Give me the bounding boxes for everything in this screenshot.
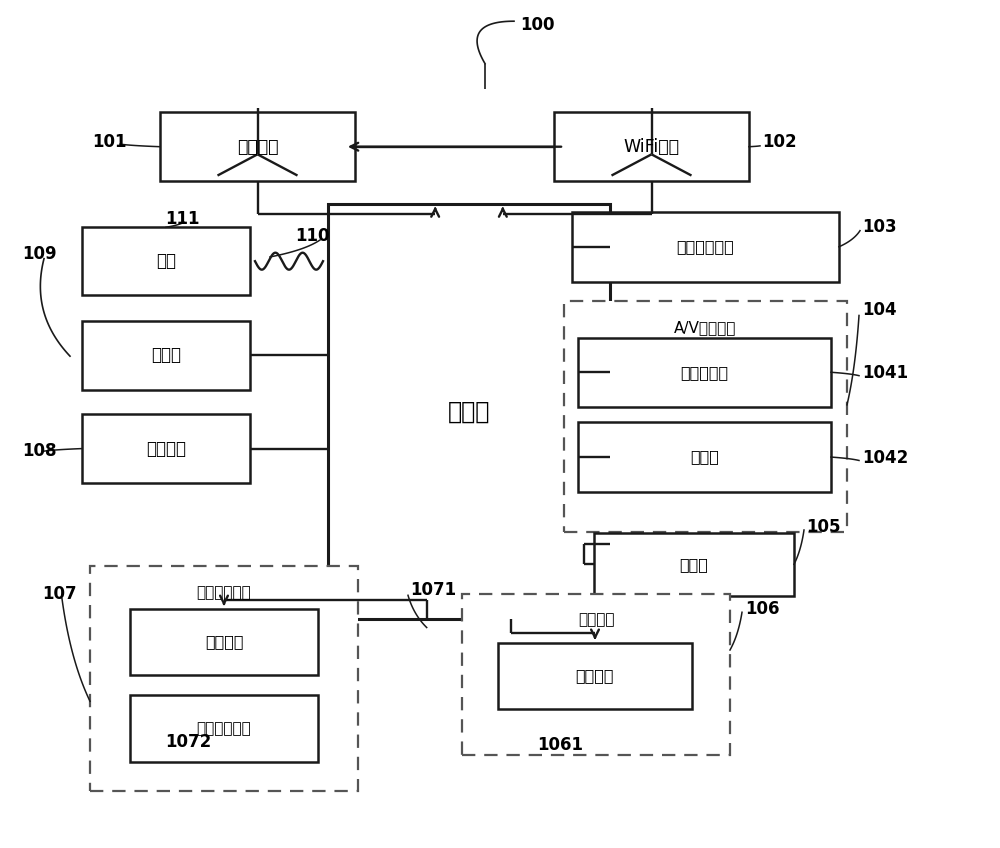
Bar — [498, 643, 692, 709]
Bar — [160, 112, 355, 181]
Text: 其他输入设备: 其他输入设备 — [197, 721, 251, 736]
Text: 音频输出单元: 音频输出单元 — [677, 239, 734, 254]
Text: 102: 102 — [762, 133, 797, 152]
Text: 用户输入单元: 用户输入单元 — [197, 585, 251, 600]
Text: 射频单元: 射频单元 — [237, 137, 278, 156]
Text: 触控面板: 触控面板 — [205, 634, 243, 650]
Bar — [328, 204, 610, 619]
Bar — [130, 695, 318, 762]
Bar — [594, 533, 794, 596]
Text: 108: 108 — [22, 442, 56, 460]
Text: 1072: 1072 — [165, 733, 211, 751]
Text: 100: 100 — [520, 16, 554, 35]
Text: 显示面板: 显示面板 — [576, 668, 614, 683]
Bar — [462, 594, 730, 755]
Text: 1042: 1042 — [862, 449, 908, 467]
Text: 101: 101 — [92, 133, 126, 152]
Text: 105: 105 — [806, 518, 840, 537]
Bar — [82, 321, 250, 390]
Text: 1041: 1041 — [862, 364, 908, 382]
Text: 显示单元: 显示单元 — [578, 612, 614, 628]
Bar — [82, 414, 250, 483]
Text: 1061: 1061 — [537, 735, 583, 754]
Text: 麦克风: 麦克风 — [690, 449, 719, 465]
Bar — [130, 609, 318, 675]
Bar — [90, 566, 358, 791]
Text: 处理器: 处理器 — [448, 399, 490, 423]
Bar — [82, 227, 250, 295]
Text: 106: 106 — [745, 600, 780, 618]
Text: A/V输入单元: A/V输入单元 — [674, 320, 737, 335]
Text: 电源: 电源 — [156, 252, 176, 271]
Bar — [554, 112, 749, 181]
Text: 107: 107 — [42, 584, 77, 603]
Text: 110: 110 — [295, 226, 330, 245]
Bar — [564, 301, 847, 532]
Text: WiFi模块: WiFi模块 — [624, 137, 680, 156]
Text: 接口单元: 接口单元 — [146, 439, 186, 458]
Bar — [578, 422, 831, 492]
Text: 111: 111 — [165, 209, 200, 228]
Text: 存储器: 存储器 — [151, 346, 181, 365]
Text: 109: 109 — [22, 245, 57, 264]
Text: 104: 104 — [862, 300, 897, 319]
Bar — [572, 212, 839, 282]
Text: 传感器: 传感器 — [680, 557, 708, 572]
Text: 1071: 1071 — [410, 581, 456, 600]
Text: 图形处理器: 图形处理器 — [680, 365, 729, 380]
Text: 103: 103 — [862, 218, 897, 237]
Bar — [578, 338, 831, 407]
